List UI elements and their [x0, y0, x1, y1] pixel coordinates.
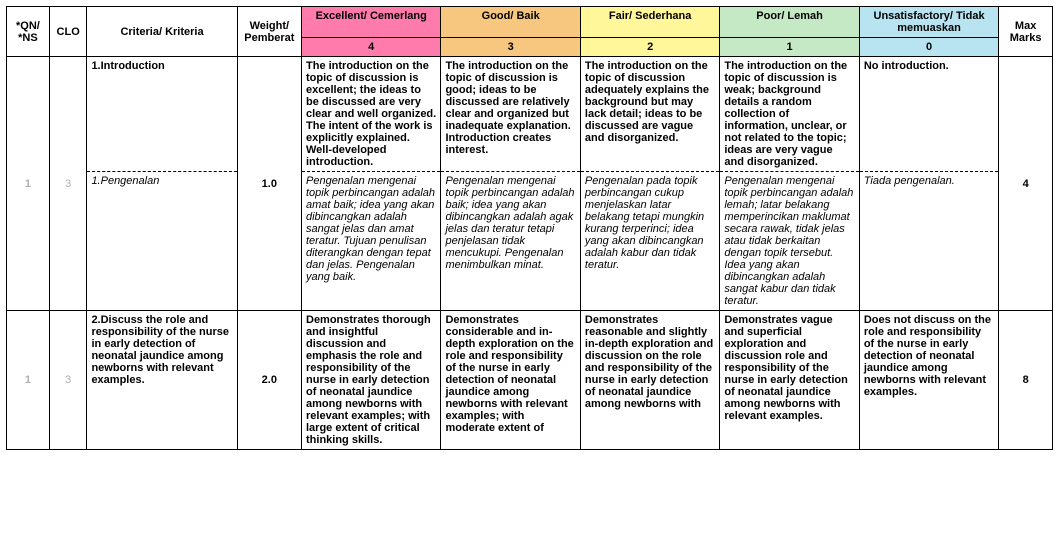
cell-max: 8: [999, 311, 1053, 450]
cell-fair-my: Pengenalan pada topik perbincangan cukup…: [580, 172, 719, 311]
cell-criteria-en: 2.Discuss the role and responsibility of…: [87, 311, 237, 450]
score-2: 2: [580, 38, 719, 57]
score-0: 0: [859, 38, 998, 57]
header-poor: Poor/ Lemah: [720, 7, 859, 38]
cell-good-my: Pengenalan mengenai topik perbincangan a…: [441, 172, 580, 311]
cell-criteria-my: 1.Pengenalan: [87, 172, 237, 311]
header-clo: CLO: [49, 7, 87, 57]
table-row: 1.Pengenalan Pengenalan mengenai topik p…: [7, 172, 1053, 311]
score-1: 1: [720, 38, 859, 57]
header-good: Good/ Baik: [441, 7, 580, 38]
cell-poor-en: The introduction on the topic of discuss…: [720, 57, 859, 172]
cell-criteria-en: 1.Introduction: [87, 57, 237, 172]
header-fair: Fair/ Sederhana: [580, 7, 719, 38]
header-excellent: Excellent/ Cemerlang: [302, 7, 441, 38]
cell-max: 4: [999, 57, 1053, 311]
header-criteria: Criteria/ Kriteria: [87, 7, 237, 57]
cell-unsat-en: No introduction.: [859, 57, 998, 172]
cell-weight: 1.0: [237, 57, 301, 311]
cell-qn: 1: [7, 311, 50, 450]
rubric-table: *QN/ *NS CLO Criteria/ Kriteria Weight/ …: [6, 6, 1053, 450]
score-3: 3: [441, 38, 580, 57]
table-row: 1 3 2.Discuss the role and responsibilit…: [7, 311, 1053, 450]
cell-weight: 2.0: [237, 311, 301, 450]
cell-excellent-my: Pengenalan mengenai topik perbincangan a…: [302, 172, 441, 311]
header-weight: Weight/ Pemberat: [237, 7, 301, 57]
cell-qn: 1: [7, 57, 50, 311]
cell-unsat-en: Does not discuss on the role and respons…: [859, 311, 998, 450]
score-4: 4: [302, 38, 441, 57]
cell-excellent-en: The introduction on the topic of discuss…: [302, 57, 441, 172]
cell-fair-en: Demonstrates reasonable and slightly in-…: [580, 311, 719, 450]
header-unsat: Unsatisfactory/ Tidak memuaskan: [859, 7, 998, 38]
cell-unsat-my: Tiada pengenalan.: [859, 172, 998, 311]
cell-clo: 3: [49, 311, 87, 450]
header-qn: *QN/ *NS: [7, 7, 50, 57]
cell-clo: 3: [49, 57, 87, 311]
cell-good-en: The introduction on the topic of discuss…: [441, 57, 580, 172]
cell-fair-en: The introduction on the topic of discuss…: [580, 57, 719, 172]
cell-good-en: Demonstrates considerable and in-depth e…: [441, 311, 580, 450]
table-row: 1 3 1.Introduction 1.0 The introduction …: [7, 57, 1053, 172]
cell-poor-en: Demonstrates vague and superficial explo…: [720, 311, 859, 450]
cell-poor-my: Pengenalan mengenai topik perbincangan a…: [720, 172, 859, 311]
header-max: Max Marks: [999, 7, 1053, 57]
cell-excellent-en: Demonstrates thorough and insightful dis…: [302, 311, 441, 450]
